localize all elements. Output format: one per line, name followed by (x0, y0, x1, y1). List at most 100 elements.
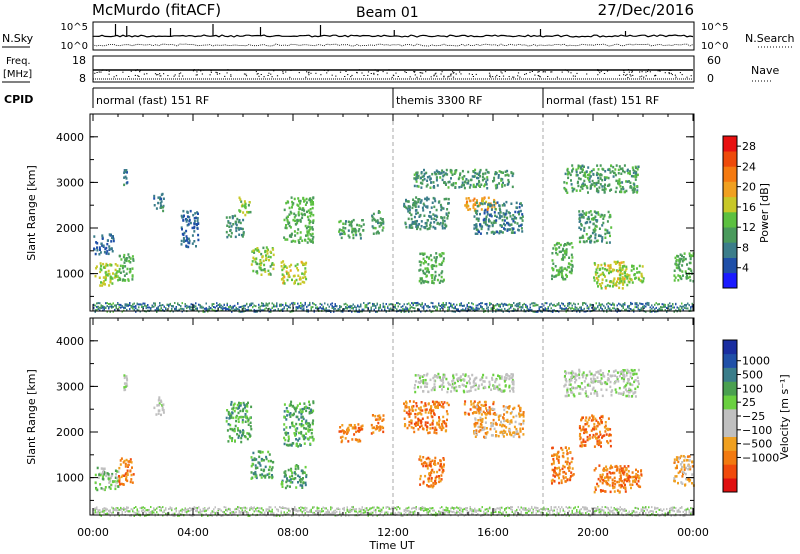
scatter-region-8 (338, 423, 364, 444)
scatter-region-5 (180, 209, 200, 249)
colorbar-tick-label-3: 25 (742, 396, 756, 409)
scatter-region-14 (418, 252, 445, 285)
colorbar-tick-label-1: 500 (742, 369, 763, 382)
power-scatter (93, 164, 695, 313)
scatter-region-4 (153, 192, 165, 213)
scatter-region-16 (563, 368, 640, 398)
colorbar-swatch-9 (723, 136, 737, 152)
freq-panel: Freq. [MHz] 18 8 60 0 Nave (2, 54, 779, 85)
colorbar-tick-label-2: 12 (742, 221, 756, 234)
colorbar-swatch-4 (723, 212, 737, 228)
freq-label-line2: [MHz] (3, 69, 32, 80)
noise-search-trace (92, 43, 694, 47)
y-tick-label-3: 4000 (56, 335, 84, 348)
colorbar-tick-label-2: 100 (742, 382, 763, 395)
time-tick-label-3: 12:00 (377, 526, 409, 539)
colorbar-swatch-0 (723, 478, 737, 493)
scatter-region-23 (673, 252, 695, 283)
scatter-region-17 (578, 414, 612, 448)
colorbar-tick-label-6: −500 (742, 438, 772, 451)
velocity-ylabel: Slant Range [km] (25, 369, 38, 465)
time-tick-label-6: 00:00 (677, 526, 709, 539)
scatter-region-6 (225, 214, 245, 239)
velocity-axes: 1000 2000 3000 4000 (56, 317, 694, 515)
scatter-region-8 (250, 246, 275, 276)
colorbar-swatch-3 (723, 436, 737, 451)
scatter-region-9 (370, 414, 385, 435)
scatter-region-11 (418, 455, 445, 489)
colorbar-frame (722, 135, 738, 289)
y-tick-label-0: 1000 (56, 268, 84, 281)
scatter-region-11 (338, 218, 365, 240)
scatter-region-15 (550, 446, 575, 485)
freq-right-tick-bottom: 0 (707, 72, 714, 85)
scatter-region-2 (123, 169, 129, 187)
power-panel: 1000 2000 3000 4000 Slant Range [km] 4 8 12 16… (25, 113, 771, 313)
time-axis-ticks: 00:00 04:00 08:00 12:00 16:00 20:00 00:00 (77, 526, 709, 539)
scatter-region-18 (593, 464, 630, 494)
colorbar-swatch-2 (723, 450, 737, 465)
colorbar-swatch-2 (723, 242, 737, 258)
colorbar-swatch-7 (723, 166, 737, 182)
scatter-region-1 (118, 253, 135, 282)
scatter-region-15 (413, 168, 515, 190)
freq-label-line1: Freq. (6, 56, 31, 67)
freq-left-tick-top: 18 (72, 54, 86, 67)
colorbar-tick-label-5: −100 (742, 424, 772, 437)
colorbar-swatch-1 (723, 257, 737, 274)
time-tick-label-2: 08:00 (277, 526, 309, 539)
velocity-scatter (93, 368, 695, 517)
scatter-region-3 (93, 233, 115, 256)
velocity-colorbar-label: Velocity [m s⁻¹] (778, 374, 791, 459)
time-tick-label-4: 16:00 (477, 526, 509, 539)
scatter-region-10 (283, 196, 315, 244)
velocity-panel: 1000 2000 3000 4000 Slant Range [km] 1000 50… (25, 317, 791, 517)
power-ylabel: Slant Range [km] (25, 165, 38, 261)
noise-traces (92, 24, 694, 47)
colorbar-tick-label-0: 4 (742, 262, 749, 275)
scatter-region-19 (563, 164, 640, 194)
noise-left-tick-bottom: 10^0 (61, 41, 88, 52)
scatter-region-5 (250, 450, 275, 480)
noise-panel: N.Sky 10^5 10^0 10^5 10^0 N.Search (2, 21, 795, 52)
scatter-region-0 (94, 262, 120, 287)
scatter-region-3 (153, 396, 165, 417)
scatter-region-1 (118, 457, 135, 486)
cpid-segment-label-0: normal (fast) 151 RF (96, 94, 209, 107)
cpid-label: CPID (4, 93, 33, 106)
power-colorbar-label: Power [dB] (758, 183, 771, 243)
time-tick-label-0: 00:00 (77, 526, 109, 539)
scatter-region-22 (618, 264, 645, 285)
colorbar-tick-label-4: −25 (742, 410, 765, 423)
scatter-region-7 (283, 400, 315, 448)
scatter-region-17 (473, 200, 524, 235)
colorbar-tick-label-3: 16 (742, 201, 756, 214)
y-tick-label-2: 3000 (56, 380, 84, 393)
colorbar-swatch-7 (723, 381, 737, 396)
colorbar-swatch-8 (723, 367, 737, 382)
colorbar-tick-label-1: 8 (742, 241, 749, 254)
noise-sky-trace (92, 34, 694, 38)
scatter-region-20 (673, 454, 695, 487)
colorbar-tick-label-4: 20 (742, 181, 756, 194)
y-tick-label-1: 2000 (56, 426, 84, 439)
colorbar-swatch-10 (723, 340, 737, 355)
colorbar-swatch-5 (723, 196, 737, 213)
colorbar-swatch-3 (723, 227, 737, 243)
power-axes: 1000 2000 3000 4000 (56, 113, 694, 311)
scatter-region-12 (371, 210, 385, 235)
scatter-region-9 (280, 260, 308, 286)
y-tick-label-3: 4000 (56, 131, 84, 144)
scatter-region-21 (593, 260, 630, 290)
nave-label: Nave (751, 64, 779, 77)
station-title: McMurdo (fitACF) (92, 1, 221, 19)
colorbar-tick-label-7: −1000 (742, 451, 779, 464)
freq-left-tick-bottom: 8 (79, 72, 86, 85)
y-tick-label-1: 2000 (56, 222, 84, 235)
scatter-region-12 (413, 372, 515, 394)
scatter-region-14 (473, 404, 525, 439)
y-tick-label-0: 1000 (56, 472, 84, 485)
freq-traces (93, 69, 693, 80)
